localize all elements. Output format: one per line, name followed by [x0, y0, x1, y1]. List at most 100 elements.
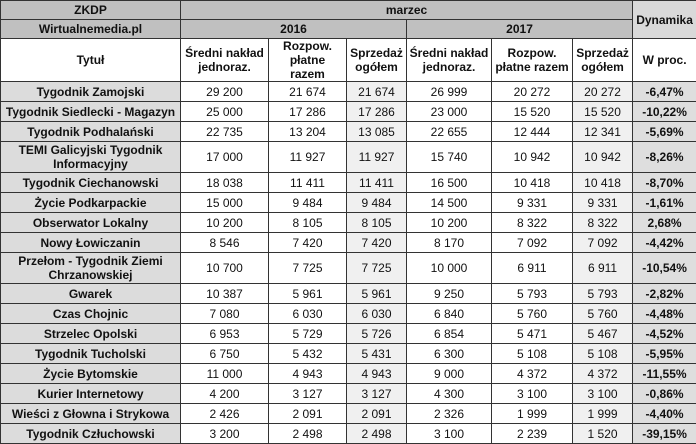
paid-2017-cell: 10 942 [492, 142, 573, 173]
paid-2017-cell: 12 444 [492, 122, 573, 142]
title-cell: Strzelec Opolski [1, 324, 181, 344]
sales-2017-cell: 10 418 [573, 173, 633, 193]
sales-2016-cell: 11 927 [347, 142, 407, 173]
sales-2016-cell: 3 127 [347, 384, 407, 404]
paid-2017-cell: 5 471 [492, 324, 573, 344]
sales-2017-cell: 5 760 [573, 304, 633, 324]
sales-2016-cell: 2 091 [347, 404, 407, 424]
sales-2017-cell: 9 331 [573, 193, 633, 213]
paid-2016-cell: 3 127 [269, 384, 347, 404]
sales-2016-cell: 11 411 [347, 173, 407, 193]
title-cell: Wieści z Głowna i Strykowa [1, 404, 181, 424]
paid-2017-cell: 9 331 [492, 193, 573, 213]
sales-2017-cell: 15 520 [573, 102, 633, 122]
avg-2016-cell: 10 700 [181, 253, 269, 284]
paid-2016-cell: 11 927 [269, 142, 347, 173]
percent-cell: -2,82% [633, 284, 696, 304]
avg-2016-cell: 17 000 [181, 142, 269, 173]
sales-2017-cell: 5 108 [573, 344, 633, 364]
sales-2016-cell: 5 961 [347, 284, 407, 304]
percent-header: W proc. [633, 39, 696, 82]
avg-2017-cell: 3 100 [407, 424, 492, 444]
avg-2017-cell: 10 000 [407, 253, 492, 284]
title-cell: Życie Bytomskie [1, 364, 181, 384]
avg-2016-cell: 6 953 [181, 324, 269, 344]
avg-2017-cell: 4 300 [407, 384, 492, 404]
paid-2016-cell: 8 105 [269, 213, 347, 233]
avg-2017-cell: 8 170 [407, 233, 492, 253]
percent-cell: -0,86% [633, 384, 696, 404]
sales-2016-cell: 17 286 [347, 102, 407, 122]
paid-2016-cell: 7 725 [269, 253, 347, 284]
sales-2017-cell: 8 322 [573, 213, 633, 233]
avg-2016-cell: 8 546 [181, 233, 269, 253]
title-cell: Nowy Łowiczanin [1, 233, 181, 253]
avg-2017-cell: 6 840 [407, 304, 492, 324]
percent-cell: -11,55% [633, 364, 696, 384]
paid-2016-cell: 5 432 [269, 344, 347, 364]
paid-2016-cell: 2 091 [269, 404, 347, 424]
percent-cell: -6,47% [633, 82, 696, 102]
sales-2017-cell: 1 520 [573, 424, 633, 444]
avg-2017-cell: 26 999 [407, 82, 492, 102]
paid-2016-cell: 17 286 [269, 102, 347, 122]
dynamics-header: Dynamika [633, 1, 696, 39]
paid-2017-cell: 20 272 [492, 82, 573, 102]
paid-2016-header: Rozpow. płatne razem [269, 39, 347, 82]
avg-2017-cell: 9 000 [407, 364, 492, 384]
paid-2016-cell: 5 961 [269, 284, 347, 304]
avg-2017-cell: 9 250 [407, 284, 492, 304]
avg-2017-cell: 16 500 [407, 173, 492, 193]
percent-cell: -39,15% [633, 424, 696, 444]
paid-2017-cell: 10 418 [492, 173, 573, 193]
percent-cell: -8,26% [633, 142, 696, 173]
avg-2017-cell: 10 200 [407, 213, 492, 233]
paid-2017-cell: 5 793 [492, 284, 573, 304]
paid-2016-cell: 6 030 [269, 304, 347, 324]
title-cell: Tygodnik Ciechanowski [1, 173, 181, 193]
month-header: marzec [181, 1, 633, 20]
avg-2017-header: Średni nakład jednoraz. [407, 39, 492, 82]
avg-2016-cell: 22 735 [181, 122, 269, 142]
percent-cell: 2,68% [633, 213, 696, 233]
publisher-header: Wirtualnemedia.pl [1, 20, 181, 39]
paid-2017-header: Rozpow. płatne razem [492, 39, 573, 82]
paid-2016-cell: 4 943 [269, 364, 347, 384]
title-cell: Obserwator Lokalny [1, 213, 181, 233]
sales-2016-cell: 21 674 [347, 82, 407, 102]
avg-2017-cell: 15 740 [407, 142, 492, 173]
percent-cell: -10,22% [633, 102, 696, 122]
avg-2017-cell: 6 300 [407, 344, 492, 364]
sales-2016-header: Sprzedaż ogółem [347, 39, 407, 82]
title-cell: Tygodnik Tucholski [1, 344, 181, 364]
paid-2016-cell: 13 204 [269, 122, 347, 142]
percent-cell: -4,52% [633, 324, 696, 344]
percent-cell: -8,70% [633, 173, 696, 193]
paid-2017-cell: 5 108 [492, 344, 573, 364]
paid-2016-cell: 2 498 [269, 424, 347, 444]
sales-2017-cell: 6 911 [573, 253, 633, 284]
avg-2016-cell: 11 000 [181, 364, 269, 384]
sales-2017-cell: 4 372 [573, 364, 633, 384]
title-column-header: Tytuł [1, 39, 181, 82]
source-header: ZKDP [1, 1, 181, 20]
paid-2016-cell: 11 411 [269, 173, 347, 193]
avg-2016-cell: 3 200 [181, 424, 269, 444]
sales-2016-cell: 8 105 [347, 213, 407, 233]
title-cell: TEMI Galicyjski Tygodnik Informacyjny [1, 142, 181, 173]
paid-2017-cell: 4 372 [492, 364, 573, 384]
avg-2016-cell: 15 000 [181, 193, 269, 213]
title-cell: Tygodnik Podhalański [1, 122, 181, 142]
title-cell: Życie Podkarpackie [1, 193, 181, 213]
avg-2016-cell: 4 200 [181, 384, 269, 404]
paid-2017-cell: 8 322 [492, 213, 573, 233]
